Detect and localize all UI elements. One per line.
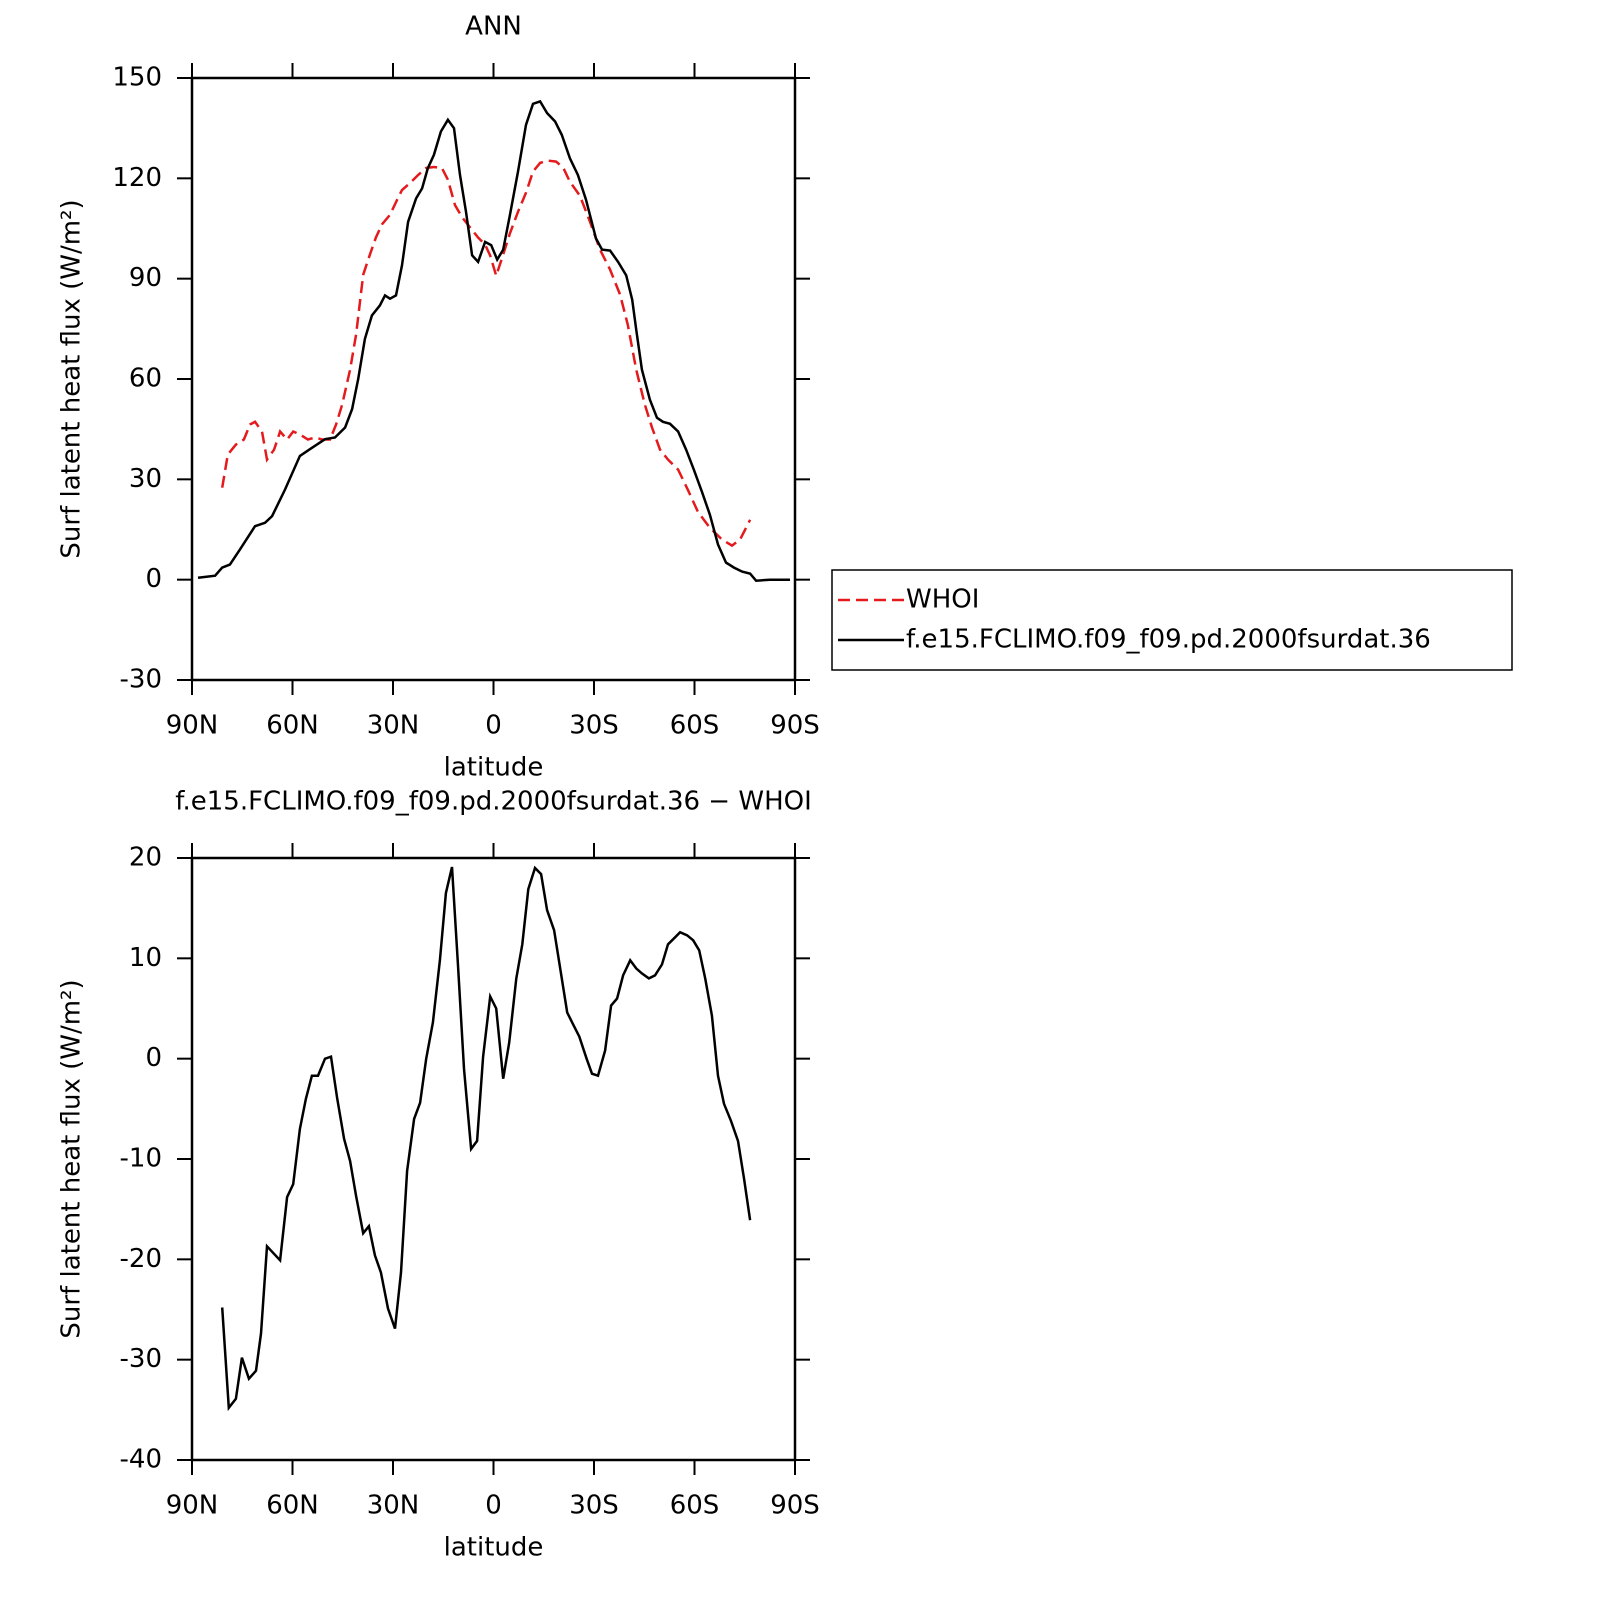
x-tick-label: 30S: [569, 1491, 619, 1521]
chart-title: ANN: [465, 12, 522, 42]
x-tick-label: 30N: [367, 1491, 420, 1521]
y-tick-label: -40: [120, 1445, 162, 1475]
y-tick-label: 30: [129, 464, 162, 494]
y-tick-label: 60: [129, 364, 162, 394]
x-tick-label: 0: [485, 1491, 502, 1521]
y-tick-label: -10: [120, 1144, 162, 1174]
series-line: [220, 865, 752, 1412]
x-tick-label: 90N: [166, 1491, 219, 1521]
y-tick-label: 10: [129, 943, 162, 973]
x-tick-label: 60N: [266, 711, 319, 741]
y-axis-label: Surf latent heat flux (W/m²): [57, 199, 87, 558]
legend-label: WHOI: [906, 585, 979, 615]
series-line: [220, 159, 752, 548]
x-tick-label: 60S: [670, 1491, 720, 1521]
x-tick-label: 30N: [367, 711, 420, 741]
y-axis-label: Surf latent heat flux (W/m²): [57, 979, 87, 1338]
x-axis-label: latitude: [444, 1533, 544, 1563]
x-tick-label: 60N: [266, 1491, 319, 1521]
y-tick-label: -30: [120, 665, 162, 695]
chart-title: f.e15.FCLIMO.f09_f09.pd.2000fsurdat.36 −…: [175, 787, 812, 817]
x-tick-label: 60S: [670, 711, 720, 741]
y-tick-label: -30: [120, 1344, 162, 1374]
x-tick-label: 0: [485, 711, 502, 741]
series-line: [197, 99, 790, 582]
plot-frame: [190, 856, 797, 1462]
y-tick-label: 90: [129, 263, 162, 293]
x-axis-label: latitude: [444, 753, 544, 783]
x-tick-label: 90S: [770, 1491, 820, 1521]
legend-box: [831, 569, 1513, 671]
x-tick-label: 90N: [166, 711, 219, 741]
y-tick-label: -20: [120, 1244, 162, 1274]
y-tick-label: 20: [129, 843, 162, 873]
legend-label: f.e15.FCLIMO.f09_f09.pd.2000fsurdat.36: [906, 625, 1431, 655]
x-tick-label: 90S: [770, 711, 820, 741]
y-tick-label: 150: [112, 63, 162, 93]
y-tick-label: 120: [112, 163, 162, 193]
x-tick-label: 30S: [569, 711, 619, 741]
plot-frame: [190, 76, 797, 682]
y-tick-label: 0: [145, 564, 162, 594]
y-tick-label: 0: [145, 1043, 162, 1073]
